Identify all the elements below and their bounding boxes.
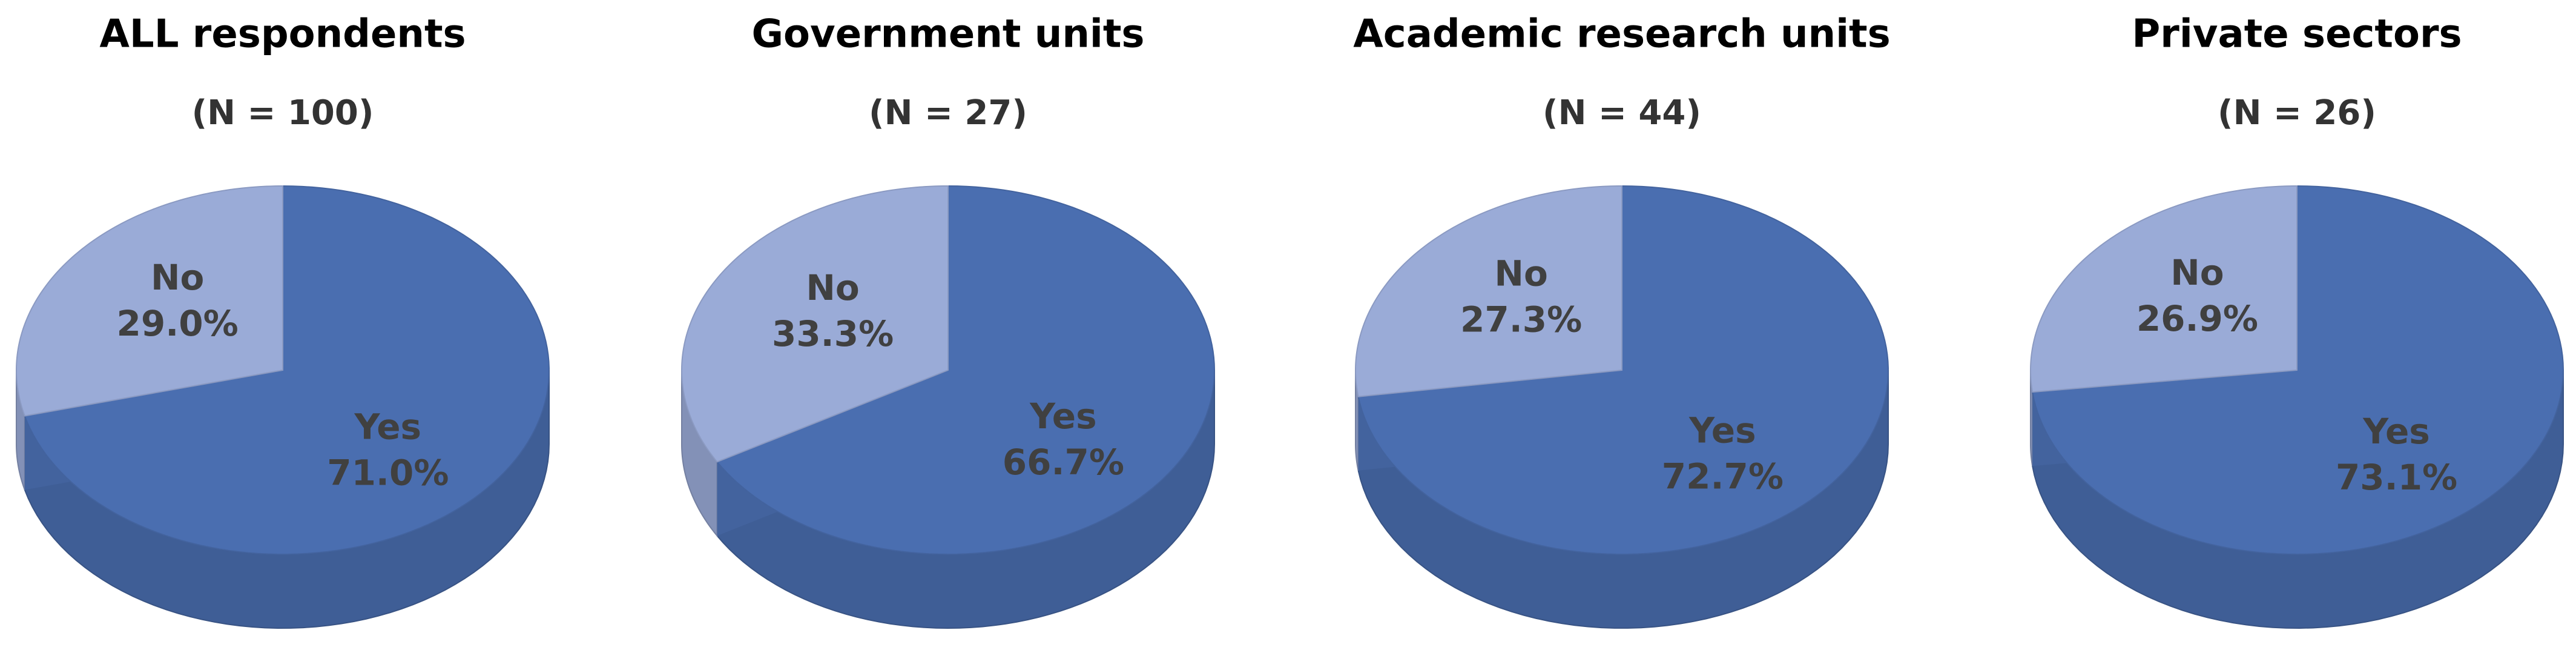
slice-category-label: No — [151, 257, 204, 298]
pie-labels: Yes 66.7% No 33.3% — [772, 267, 1124, 483]
chart-title: Government units — [751, 12, 1144, 57]
chart-subtitle: (N = 26) — [2218, 93, 2376, 133]
slice-value-label: 29.0% — [117, 303, 239, 344]
pie-slice — [1357, 185, 1889, 555]
slice-category-label: No — [2170, 252, 2224, 293]
pie-slice — [1355, 185, 1622, 397]
slice-value-label: 27.3% — [1460, 299, 1582, 340]
pie-slice — [2030, 185, 2298, 393]
slice-value-label: 33.3% — [772, 313, 894, 354]
pie-tops — [2030, 185, 2564, 555]
pie-tops — [1355, 185, 1889, 555]
pie-chart: Academic research units (N = 44) Yes 72.7% N… — [1353, 12, 1891, 629]
pie-chart: Government units (N = 27) Yes 66.7% No 33.3% — [681, 12, 1216, 629]
chart-title: Private sectors — [2132, 12, 2462, 57]
pie-chart: Private sectors (N = 26) Yes 73.1% No 26.9% — [2030, 12, 2564, 629]
pie-chart: ALL respondents (N = 100) Yes 71.0% No 29.0% — [16, 12, 550, 629]
slice-category-label: Yes — [354, 406, 422, 447]
pie-slice — [24, 185, 550, 555]
chart-subtitle: (N = 100) — [192, 93, 374, 133]
slice-value-label: 71.0% — [327, 452, 449, 493]
slice-value-label: 66.7% — [1003, 442, 1124, 483]
pie-slice — [16, 185, 283, 417]
pie-slice — [2031, 185, 2564, 555]
pie-slice — [681, 185, 949, 463]
chart-subtitle: (N = 44) — [1543, 93, 1701, 133]
chart-title: ALL respondents — [99, 12, 466, 57]
slice-category-label: Yes — [1688, 410, 1756, 451]
pie-labels: Yes 72.7% No 27.3% — [1460, 253, 1784, 497]
slice-category-label: Yes — [1029, 396, 1097, 437]
slice-value-label: 72.7% — [1662, 456, 1784, 497]
chart-title: Academic research units — [1353, 12, 1890, 57]
chart-subtitle: (N = 27) — [869, 93, 1027, 133]
pie-slice — [716, 185, 1216, 555]
pie-tops — [16, 185, 550, 555]
slice-category-label: Yes — [2362, 411, 2430, 452]
slice-value-label: 73.1% — [2336, 457, 2457, 498]
pie-labels: Yes 73.1% No 26.9% — [2136, 252, 2457, 498]
slice-value-label: 26.9% — [2136, 298, 2258, 339]
pie-tops — [681, 185, 1216, 555]
slice-category-label: No — [806, 267, 859, 308]
slice-category-label: No — [1494, 253, 1547, 294]
pie-labels: Yes 71.0% No 29.0% — [117, 257, 449, 493]
